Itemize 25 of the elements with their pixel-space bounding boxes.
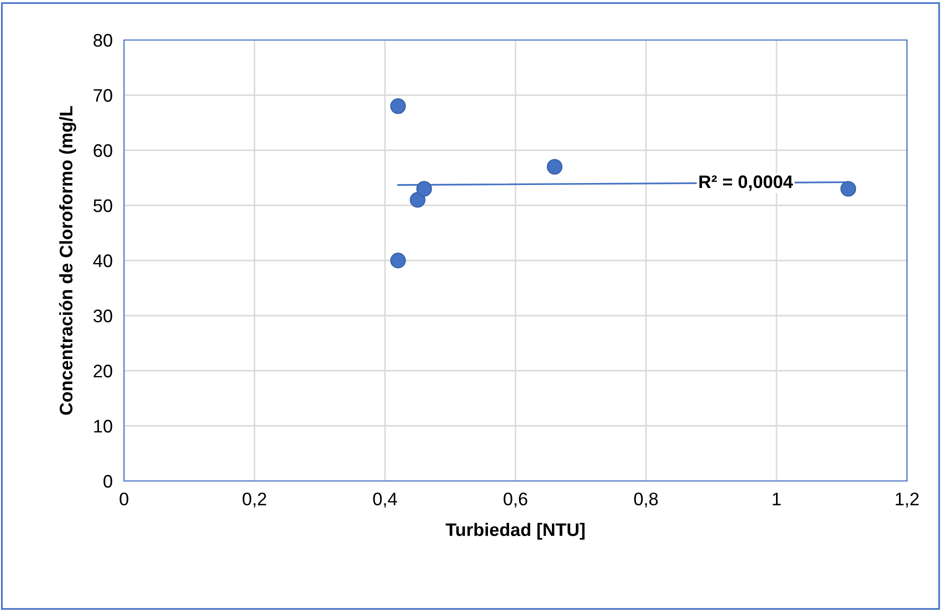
x-tick-label: 0,6 <box>504 492 528 508</box>
y-tick-label: 70 <box>94 89 112 102</box>
y-tick-label: 0 <box>104 474 112 488</box>
x-tick-label: 1 <box>772 492 781 506</box>
point <box>410 192 426 208</box>
x-tick-label: 0 <box>120 492 128 506</box>
y-tick-label: 80 <box>94 34 112 47</box>
annotation: R² = 0,0004 <box>699 175 793 191</box>
x-tick-label: 0,2 <box>242 492 266 508</box>
y-tick-label: 20 <box>94 364 112 378</box>
x-tick-label: 0,4 <box>373 492 398 508</box>
point <box>840 181 856 197</box>
point <box>390 98 406 114</box>
x-tick-label: 1,2 <box>896 492 919 508</box>
point <box>416 181 432 197</box>
point <box>546 158 562 175</box>
y-tick-label: 40 <box>93 254 112 268</box>
x-tick-label: 0,8 <box>634 492 658 508</box>
y-tick-label: 60 <box>94 144 112 157</box>
x-axis-title: Turbiedad [NTU] <box>446 522 585 540</box>
y-tick-label: 50 <box>94 199 112 212</box>
y-tick-label: 30 <box>93 310 112 322</box>
point <box>390 252 406 268</box>
y-axis-title: Concentración de Cloroformo (mg/L <box>59 106 76 415</box>
y-tick-label: 10 <box>94 420 112 433</box>
